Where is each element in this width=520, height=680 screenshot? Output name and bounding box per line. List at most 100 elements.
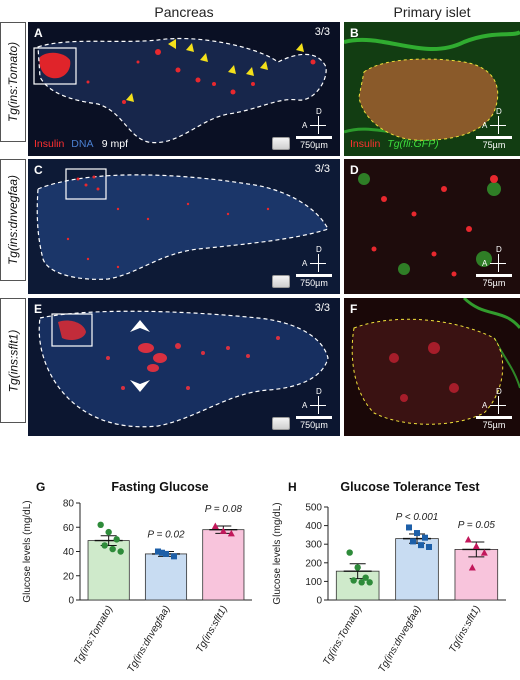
- y-tick-label: 500: [305, 503, 322, 514]
- data-point: [219, 527, 227, 534]
- data-point: [418, 542, 424, 549]
- panel-letter: A: [34, 26, 43, 40]
- chart-g-letter: G: [36, 480, 46, 494]
- y-tick-label: 0: [68, 596, 74, 607]
- fraction-label: 3/3: [314, 26, 330, 38]
- panel-b-islet-image: B Insulin Tg(fli:GFP) D A 75µm: [344, 22, 520, 156]
- data-point: [346, 549, 353, 556]
- chart-h-letter: H: [288, 480, 297, 494]
- data-point: [105, 528, 112, 536]
- panel-c-pancreas-image: C 3/3 D A 750µm: [28, 159, 340, 294]
- data-point: [480, 549, 488, 556]
- p-value-label: P < 0.001: [396, 512, 439, 523]
- orientation-axes-icon: D A: [482, 107, 506, 136]
- panel-a-pancreas-image: A 3/3 Insulin DNA 9 mpf D A 750µm: [28, 22, 340, 156]
- panel-d-islet-image: D D A 75µm: [344, 159, 520, 294]
- chart-g-fasting-glucose: Glucose levels (mg/dL) 0 20 40 60 80 Tg(ins:To…: [22, 499, 252, 674]
- data-point: [354, 564, 361, 571]
- data-point: [350, 577, 357, 584]
- pancreas-header: Pancreas: [154, 4, 214, 20]
- data-point: [406, 524, 412, 531]
- panel-f-islet-image: F D A 75µm: [344, 298, 520, 436]
- x-tick-label: Tg(ins:sflt1): [447, 604, 483, 655]
- scale-bar: 750µm: [296, 416, 332, 430]
- data-point: [472, 542, 480, 550]
- y-tick-label: 100: [305, 577, 322, 588]
- legend-fli-gfp: Tg(fli:GFP): [387, 138, 439, 150]
- y-tick-label: 200: [305, 558, 322, 569]
- chart-h-glucose-tolerance: Glucose levels (mg/dL) 0 100 200 300 400 500 Tg…: [272, 502, 506, 674]
- x-tick-label: Tg(ins:Tomato): [321, 604, 364, 667]
- scale-bar: 75µm: [476, 416, 512, 430]
- orientation-axes-icon: D A: [302, 387, 326, 416]
- bar: [454, 549, 499, 601]
- panel-letter: E: [34, 302, 43, 316]
- legend: Insulin Tg(fli:GFP): [350, 138, 439, 150]
- p-value-label: P = 0.08: [205, 504, 243, 515]
- panel-letter: B: [350, 26, 359, 40]
- bar: [202, 529, 245, 601]
- x-tick-label: Tg(ins:Tomato): [72, 604, 115, 667]
- scale-bar: 750µm: [296, 274, 332, 288]
- p-value-label: P = 0.02: [147, 530, 185, 541]
- y-tick-label: 60: [63, 523, 75, 534]
- chart-g-title: Fasting Glucose: [111, 480, 209, 494]
- data-point: [109, 545, 116, 553]
- x-tick-label: Tg(ins:dnvegfaa): [377, 604, 424, 674]
- data-point: [366, 579, 373, 586]
- chart-h-title: Glucose Tolerance Test: [340, 480, 480, 494]
- data-point: [97, 521, 104, 529]
- panel-letter: C: [34, 163, 43, 177]
- orientation-axes-icon: D A: [302, 245, 326, 274]
- data-point: [414, 530, 420, 537]
- y-tick-label: 300: [305, 540, 322, 551]
- legend: Insulin DNA 9 mpf: [34, 138, 128, 150]
- y-tick-label: 20: [63, 571, 75, 582]
- orientation-cube-icon: [272, 137, 290, 150]
- orientation-axes-icon: D A: [482, 245, 506, 274]
- fraction-label: 3/3: [314, 302, 330, 314]
- x-tick-label: Tg(ins:dnvegfaa): [126, 604, 173, 674]
- data-point: [362, 574, 369, 581]
- data-point: [163, 550, 169, 557]
- data-point: [101, 542, 108, 549]
- data-point: [358, 579, 365, 586]
- legend-insulin: Insulin: [34, 138, 65, 150]
- data-point: [155, 548, 161, 555]
- data-point: [171, 553, 177, 560]
- panel-letter: D: [350, 163, 359, 177]
- y-axis-label: Glucose levels (mg/dL): [22, 500, 33, 602]
- y-tick-label: 40: [63, 547, 75, 558]
- y-tick-label: 80: [63, 499, 75, 510]
- row-label-dnvegfaa: Tg(ins:dnvegfaa): [0, 159, 26, 281]
- orientation-axes-icon: D A: [482, 387, 506, 416]
- scale-bar: 75µm: [476, 136, 512, 150]
- data-point: [464, 536, 472, 543]
- data-point: [159, 549, 165, 556]
- orientation-axes-icon: D A: [302, 107, 326, 136]
- data-point: [410, 538, 416, 545]
- row-label-sflt1: Tg(ins:sflt1): [0, 298, 26, 423]
- islet-header: Primary islet: [393, 4, 471, 20]
- row-label-tomato: Tg(ins:Tomato): [0, 22, 26, 142]
- p-value-label: P = 0.05: [458, 520, 496, 531]
- scale-bar: 750µm: [296, 136, 332, 150]
- data-point: [113, 536, 120, 543]
- legend-insulin: Insulin: [350, 138, 381, 150]
- data-point: [426, 543, 432, 550]
- data-point: [211, 522, 219, 530]
- orientation-cube-icon: [272, 417, 290, 430]
- legend-dna: DNA: [71, 138, 93, 150]
- data-point: [422, 534, 428, 541]
- data-point: [117, 548, 124, 555]
- y-axis-label: Glucose levels (mg/dL): [272, 502, 283, 604]
- panel-letter: F: [350, 302, 358, 316]
- orientation-cube-icon: [272, 275, 290, 288]
- y-tick-label: 400: [305, 521, 322, 532]
- bar: [144, 553, 188, 601]
- x-tick-label: Tg(ins:sflt1): [194, 604, 230, 655]
- age-label: 9 mpf: [101, 138, 129, 150]
- data-point: [468, 563, 476, 571]
- data-point: [227, 529, 235, 537]
- fraction-label: 3/3: [314, 163, 330, 175]
